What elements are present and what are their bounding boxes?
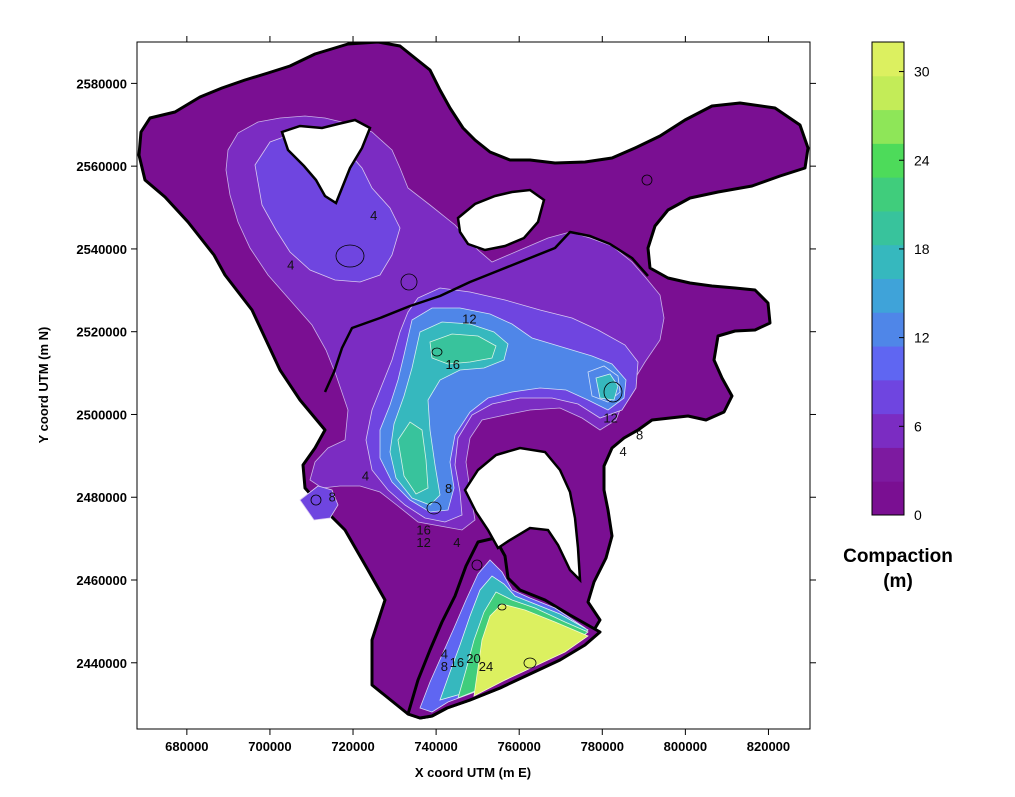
contour-label: 4 [287,258,294,273]
contour-label: 4 [370,208,377,223]
contour-label: 16 [416,522,430,537]
contour-spot [641,174,653,186]
contour-label: 8 [636,427,643,442]
y-tick-label: 2560000 [76,159,127,174]
contour-label: 24 [479,659,493,674]
x-axis: 680000 700000 720000 740000 760000 780000 8000… [165,36,790,754]
white-hole-north [280,118,372,205]
x-tick-label: 740000 [414,739,457,754]
colorbar-band [872,42,904,77]
contour-label: 16 [450,655,464,670]
y-tick-label: 2460000 [76,573,127,588]
contour-label: 8 [329,489,336,504]
contour-spots [310,174,653,669]
colorbar-tick-label: 6 [914,418,922,434]
y-axis-title: Y coord UTM (m N) [36,327,51,444]
colorbar-band [872,447,904,482]
contour-spot [426,501,442,515]
contour-label: 20 [466,651,480,666]
colorbar-tick-label: 18 [914,241,930,257]
colorbar-band [872,210,904,246]
colorbar-band [872,481,904,516]
x-axis-title: X coord UTM (m E) [415,765,531,780]
contour-label: 4 [362,469,369,484]
colorbar-unit: (m) [883,571,913,592]
colorbar-tick-label: 30 [914,64,930,80]
colorbar-band [872,278,904,313]
colorbar-tick-label: 12 [914,330,930,346]
y-tick-label: 2580000 [76,76,127,91]
x-tick-label: 760000 [498,739,541,754]
band-16-20 [389,321,619,506]
y-tick-label: 2540000 [76,242,127,257]
contour-spot [603,381,623,403]
contour-spot [400,273,418,291]
contour-spot [431,347,443,357]
x-tick-label: 800000 [664,739,707,754]
colorbar-tick-label: 24 [914,152,930,168]
contour-label: 12 [462,311,476,326]
white-hole-center [456,188,546,252]
x-tick-label: 820000 [747,739,790,754]
colorbar-band [872,143,904,178]
contour-spot [471,559,483,571]
colorbar-band [872,244,904,279]
white-hole-south [463,446,582,584]
contour-label: 12 [416,535,430,550]
y-tick-label: 2440000 [76,656,127,671]
contour-label: 4 [453,535,460,550]
colorbar: 0 6 12 18 24 30 Compaction (m) [843,41,953,592]
colorbar-band [872,346,904,381]
colorbar-tick-label: 0 [914,507,922,523]
colorbar-frame [871,41,905,516]
contour-label: 16 [445,357,459,372]
colorbar-band [872,312,904,347]
colorbar-band [872,413,904,448]
contour-label: 8 [441,659,448,674]
contour-spot [497,603,507,611]
x-tick-label: 700000 [248,739,291,754]
x-tick-label: 720000 [331,739,374,754]
x-tick-label: 680000 [165,739,208,754]
colorbar-band [872,75,904,111]
colorbar-bands [872,42,904,516]
contour-label: 4 [441,647,448,662]
colorbar-band [872,109,904,144]
colorbar-ticks: 0 6 12 18 24 30 [899,64,930,523]
x-tick-label: 780000 [581,739,624,754]
colorbar-band [872,379,904,415]
colorbar-title: Compaction [843,546,953,567]
band-20-24 [397,333,497,495]
y-axis: 2440000 2460000 2480000 2500000 2520000 25400… [76,76,816,671]
contour-spot [335,244,365,268]
boundary-line [323,230,649,393]
contour-label: 4 [619,444,626,459]
contour-label: 8 [445,481,452,496]
contour-fill-layer [137,42,810,720]
y-tick-label: 2480000 [76,490,127,505]
contour-label: 12 [603,411,617,426]
y-tick-label: 2500000 [76,407,127,422]
y-tick-label: 2520000 [76,325,127,340]
colorbar-band [872,177,904,212]
contour-spot [310,494,322,506]
contour-spot [523,657,537,669]
